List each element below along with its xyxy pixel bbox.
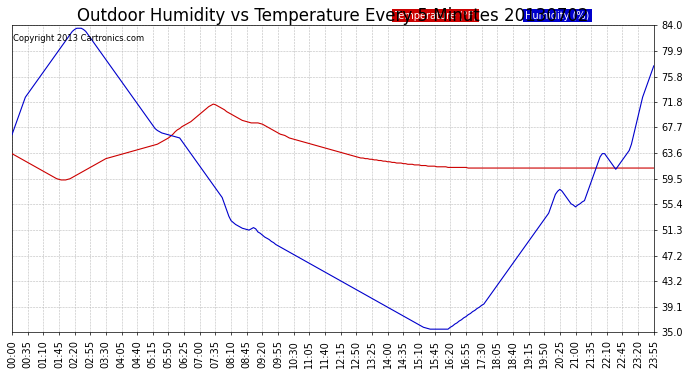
Text: Copyright 2013 Cartronics.com: Copyright 2013 Cartronics.com	[13, 34, 144, 44]
Text: Temperature (°F): Temperature (°F)	[394, 10, 477, 21]
Text: Humidity (%): Humidity (%)	[525, 10, 590, 21]
Title: Outdoor Humidity vs Temperature Every 5 Minutes 20130702: Outdoor Humidity vs Temperature Every 5 …	[77, 7, 589, 25]
